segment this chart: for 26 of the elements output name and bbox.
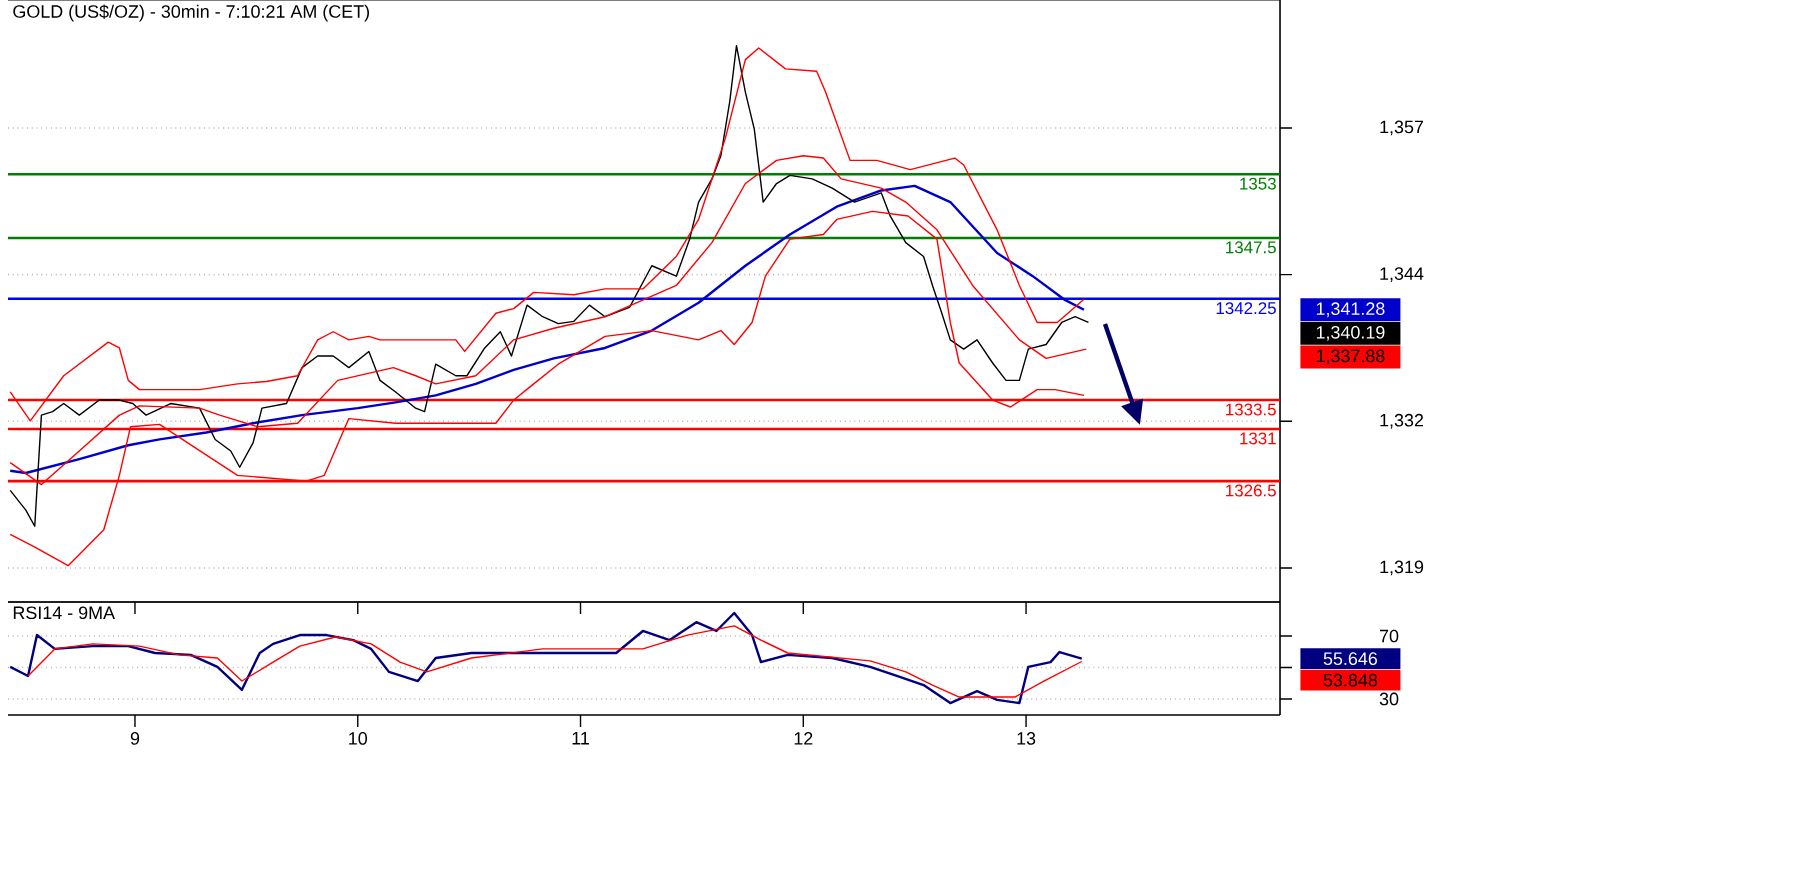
text: 1,341.28 <box>1316 302 1385 318</box>
x-tick-label: 11 <box>572 732 589 745</box>
y-tick-label: 1,357 <box>1380 120 1424 136</box>
chart-title: RSI14 - 9MA <box>13 606 115 620</box>
ref-line-label: 1331 <box>1240 432 1276 445</box>
text: 53.848 <box>1323 673 1378 687</box>
line-series <box>27 625 1083 698</box>
text: 55.646 <box>1323 652 1378 666</box>
y-tick-label: 1,332 <box>1380 413 1424 429</box>
y-tick-label: 70 <box>1379 629 1399 643</box>
ref-line-label: 1326.5 <box>1226 484 1276 497</box>
ref-line-label: 1353 <box>1240 177 1276 190</box>
x-tick-label: 12 <box>794 732 813 745</box>
ref-line-label: 1333.5 <box>1226 403 1276 416</box>
line-series <box>9 45 1090 527</box>
text: 1,337.88 <box>1316 349 1385 365</box>
y-tick-label: 1,319 <box>1380 560 1424 576</box>
ref-line-label: 1347.5 <box>1226 241 1276 254</box>
x-tick-label: 10 <box>349 732 368 745</box>
chart-title: GOLD (US$/OZ) - 30min - 7:10:21 AM (CET) <box>13 4 370 22</box>
ref-line-label: 1342.25 <box>1216 302 1276 315</box>
y-tick-label: 1,344 <box>1380 267 1424 283</box>
x-tick-label: 13 <box>1017 732 1036 745</box>
x-tick-label: 9 <box>130 732 140 745</box>
y-tick-label: 30 <box>1379 692 1399 706</box>
text: 1,340.19 <box>1316 325 1385 341</box>
